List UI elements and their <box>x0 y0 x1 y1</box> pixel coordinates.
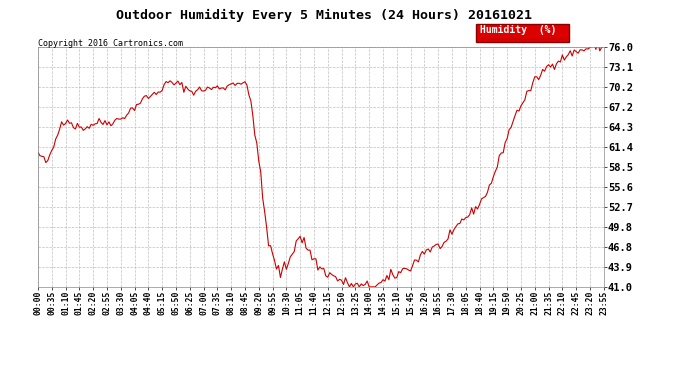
Text: Copyright 2016 Cartronics.com: Copyright 2016 Cartronics.com <box>38 39 183 48</box>
Text: Humidity  (%): Humidity (%) <box>480 25 557 35</box>
Text: Outdoor Humidity Every 5 Minutes (24 Hours) 20161021: Outdoor Humidity Every 5 Minutes (24 Hou… <box>117 9 532 22</box>
